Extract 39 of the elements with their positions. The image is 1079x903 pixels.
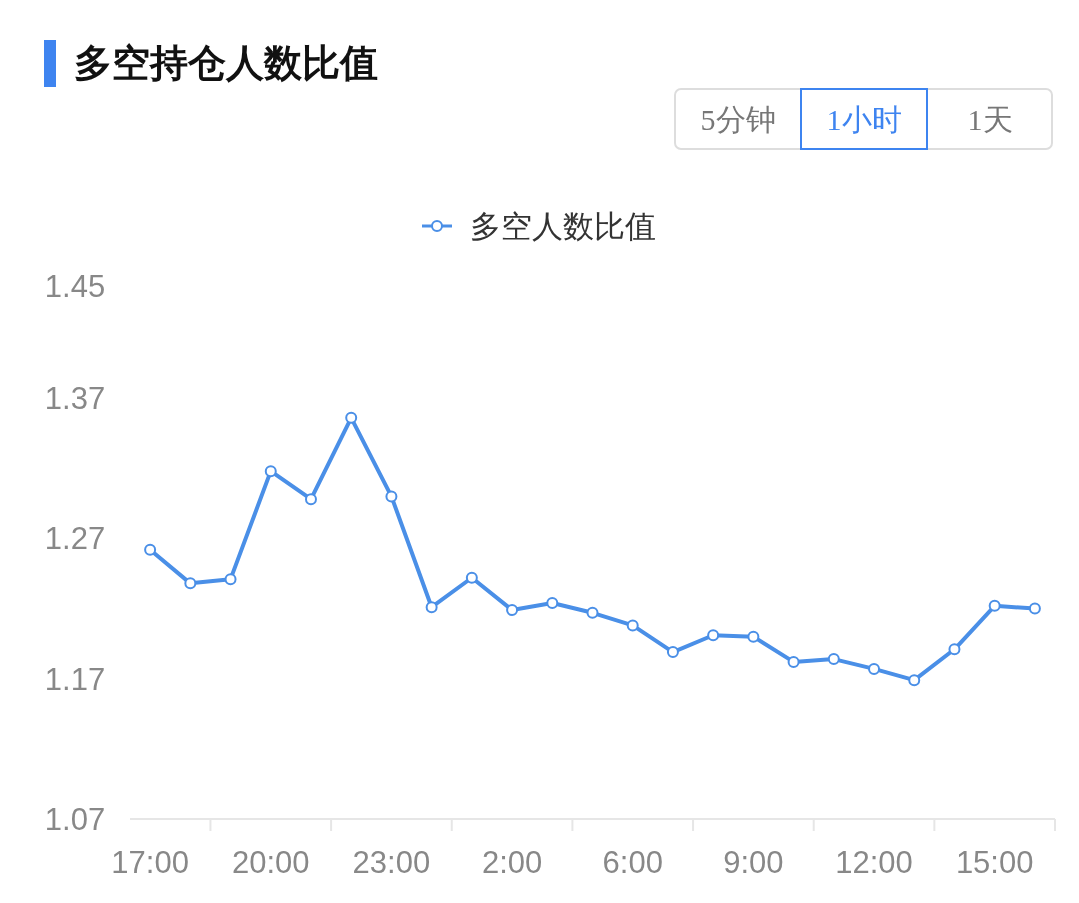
point bbox=[626, 619, 639, 632]
x-tick-label: 17:00 bbox=[111, 845, 189, 880]
y-tick-label: 1.07 bbox=[44, 802, 106, 837]
point bbox=[224, 573, 237, 586]
x-tick-label: 15:00 bbox=[955, 845, 1034, 880]
point bbox=[425, 601, 438, 614]
y-tick-label: 1.45 bbox=[44, 269, 106, 304]
point bbox=[144, 543, 157, 556]
legend-label: 多空人数比值 bbox=[470, 209, 656, 244]
point bbox=[948, 643, 961, 656]
interval-toggle: 5分钟 1小时 1天 bbox=[674, 88, 1053, 150]
point bbox=[787, 655, 800, 668]
point bbox=[908, 674, 921, 687]
x-tick-label: 12:00 bbox=[835, 845, 913, 880]
point bbox=[506, 604, 519, 617]
point bbox=[385, 490, 398, 503]
point bbox=[747, 630, 760, 643]
chart-title: 多空持仓人数比值 bbox=[74, 42, 378, 84]
point bbox=[666, 646, 679, 659]
point bbox=[707, 629, 720, 642]
point bbox=[868, 662, 881, 675]
y-tick-label: 1.37 bbox=[44, 381, 106, 417]
point bbox=[184, 577, 197, 590]
point bbox=[465, 571, 478, 584]
point bbox=[304, 493, 317, 506]
x-tick-label: 20:00 bbox=[231, 845, 310, 880]
x-tick-label: 23:00 bbox=[352, 845, 431, 880]
y-tick-label: 1.27 bbox=[44, 521, 106, 557]
x-tick-label: 6:00 bbox=[602, 845, 663, 880]
point bbox=[827, 653, 840, 666]
point bbox=[546, 597, 559, 609]
x-tick-label: 9:00 bbox=[723, 845, 784, 880]
y-tick-label: 1.17 bbox=[44, 661, 106, 697]
point bbox=[586, 606, 599, 619]
x-tick-label: 2:00 bbox=[481, 845, 543, 880]
point bbox=[264, 465, 277, 478]
point bbox=[1028, 602, 1041, 615]
point bbox=[988, 599, 1001, 612]
point bbox=[345, 411, 358, 424]
